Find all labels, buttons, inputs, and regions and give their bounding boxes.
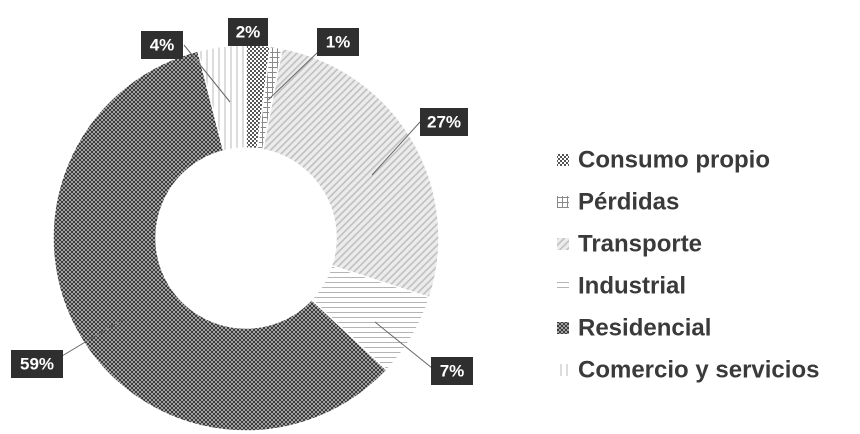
- legend-label: Comercio y servicios: [578, 357, 819, 384]
- legend-label: Consumo propio: [578, 147, 770, 174]
- slice: [197, 44, 247, 152]
- legend-label: Pérdidas: [578, 189, 679, 216]
- data-label: 7%: [440, 362, 465, 381]
- slice: [261, 47, 440, 299]
- legend-swatch: [557, 364, 569, 376]
- label-box: [317, 28, 359, 56]
- leader-line: [61, 319, 123, 357]
- data-label: 4%: [150, 36, 175, 55]
- slice: [52, 50, 388, 432]
- leader-line: [374, 321, 433, 369]
- label-box: [141, 31, 183, 59]
- label-box: [228, 18, 268, 46]
- data-label: 59%: [20, 355, 54, 374]
- legend-label: Transporte: [578, 231, 702, 258]
- legend-swatch: [557, 238, 569, 250]
- data-label: 27%: [427, 113, 461, 132]
- legend-label: Residencial: [578, 315, 711, 342]
- legend-swatch: [557, 154, 569, 166]
- leader-line: [183, 44, 231, 103]
- legend-label: Industrial: [578, 273, 686, 300]
- leader-line: [371, 121, 421, 176]
- data-label: 1%: [326, 33, 351, 52]
- data-label: 2%: [236, 23, 261, 42]
- leader-line: [267, 51, 319, 101]
- legend-swatch: [557, 196, 569, 208]
- legend-swatch: [557, 280, 569, 292]
- label-box: [420, 108, 468, 136]
- label-box: [431, 357, 473, 385]
- label-box: [11, 350, 63, 378]
- legend-swatch: [557, 322, 569, 334]
